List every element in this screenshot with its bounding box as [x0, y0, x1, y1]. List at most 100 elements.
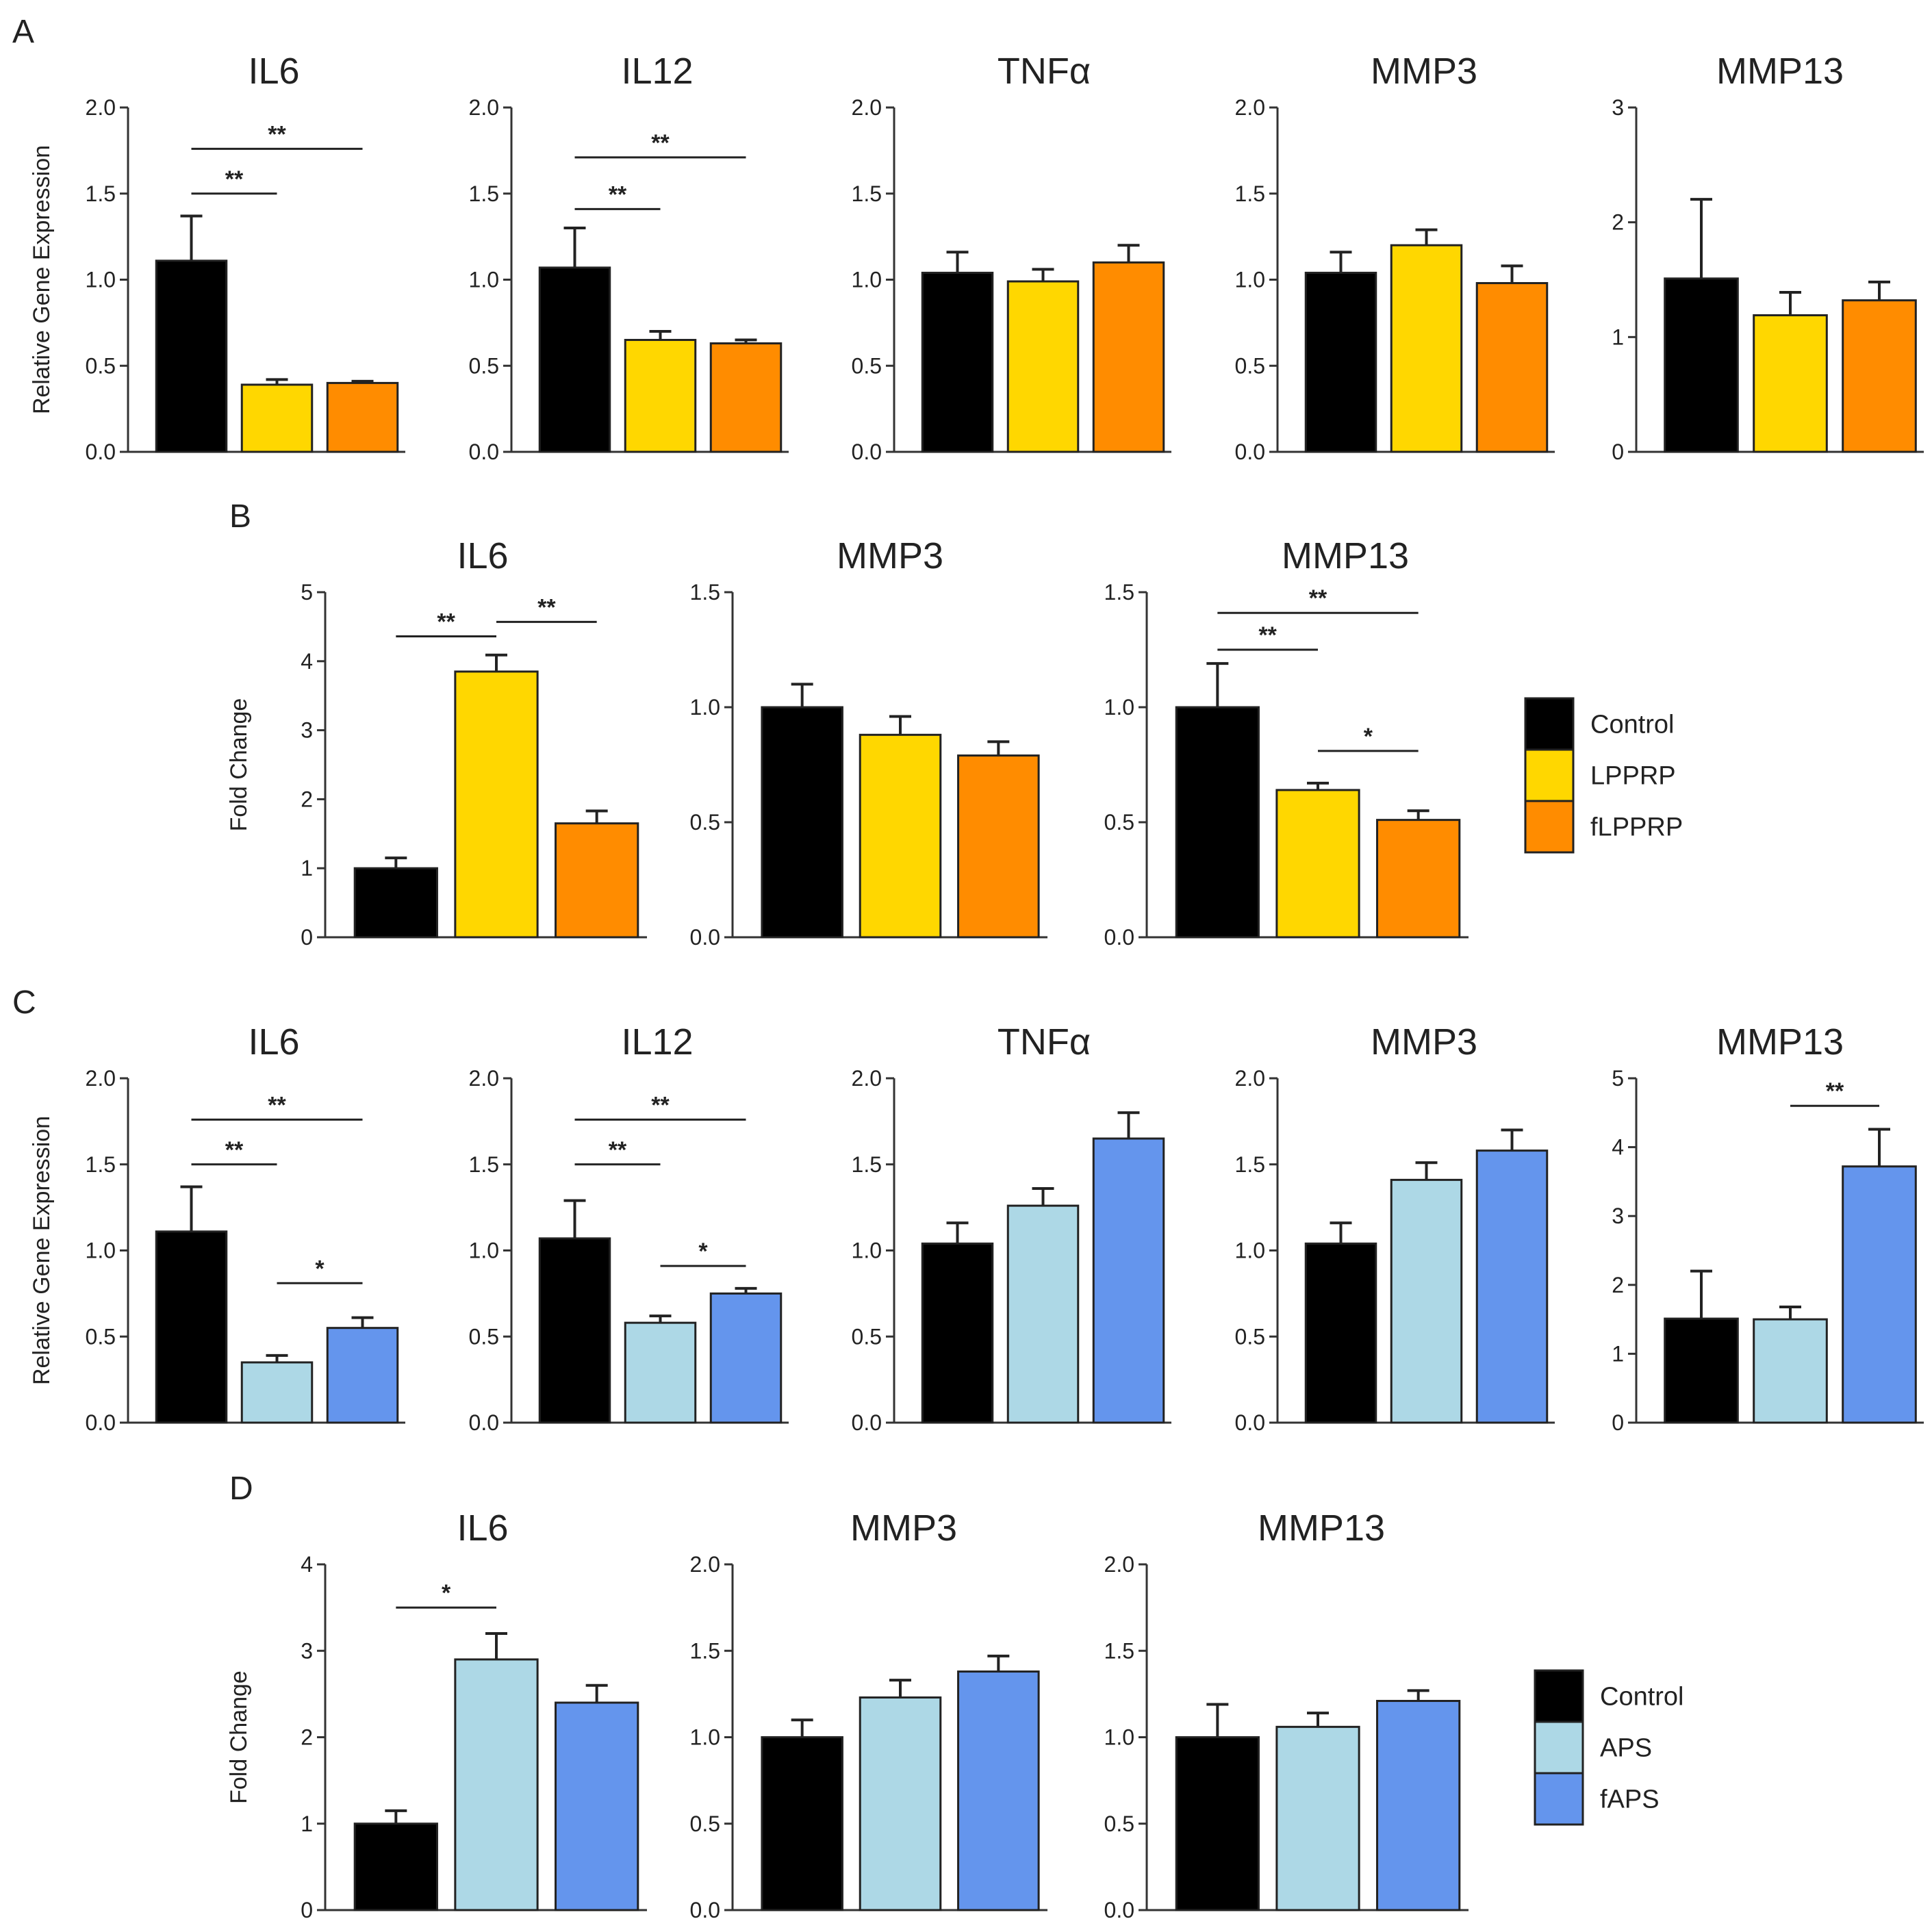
y-tick-label: 2.0: [469, 1066, 499, 1091]
y-tick-label: 2.0: [86, 1066, 116, 1091]
significance-label: **: [537, 594, 556, 620]
bar-flpprp: [1092, 261, 1165, 453]
y-tick-label: 3: [301, 1638, 313, 1663]
chart-C-il6: IL6 0.0 0.5 1.0 1.5 2.0 Relative Gene Expressi…: [29, 1021, 405, 1435]
legend-label-lpprp: LPPRP: [1590, 762, 1676, 791]
bar-control: [1304, 1242, 1377, 1424]
y-tick-label: 1: [301, 1812, 313, 1836]
chart-title: MMP3: [1371, 51, 1477, 92]
significance-label: **: [1826, 1078, 1844, 1104]
chart-D-mmp3: MMP3 0.0 0.5 1.0 1.5 2.0: [690, 1508, 1047, 1922]
y-tick-label: 0.0: [852, 1410, 882, 1435]
y-tick-label: 0.5: [469, 1324, 499, 1349]
chart-title: MMP13: [1716, 51, 1844, 92]
chart-B-il6: IL6 0 1 2 3 4 5 Fold Change ** **: [226, 535, 647, 950]
legend-swatch-faps: [1534, 1772, 1584, 1826]
chart-D-mmp13: MMP13 0.0 0.5 1.0 1.5 2.0: [1104, 1508, 1469, 1922]
bar-aps: [1753, 1318, 1828, 1424]
y-tick-label: 4: [301, 1552, 313, 1577]
bar-flpprp: [957, 754, 1040, 939]
y-tick-label: 0.5: [690, 1812, 720, 1836]
bar-aps: [1275, 1725, 1360, 1911]
y-axis-label: Fold Change: [226, 1670, 252, 1804]
y-tick-label: 1.5: [86, 1152, 116, 1177]
y-tick-label: 0.5: [1235, 1324, 1265, 1349]
legend-1: Control LPPRP fLPPRP: [1524, 697, 1683, 854]
y-tick-label: 0.0: [86, 440, 116, 464]
y-tick-label: 2: [301, 1725, 313, 1750]
y-tick-label: 0.0: [852, 440, 882, 464]
significance-label: *: [698, 1238, 708, 1264]
y-tick-label: 5: [301, 580, 313, 605]
legend-2: Control APS fAPS: [1534, 1669, 1684, 1826]
significance-label: **: [225, 1137, 244, 1163]
panel-label-a: A: [12, 14, 34, 50]
y-tick-label: 1.5: [690, 580, 720, 605]
y-axis-label: Relative Gene Expression: [29, 1116, 55, 1385]
bar-lpprp: [454, 670, 539, 939]
y-tick-label: 2.0: [1235, 1066, 1265, 1091]
bar-aps: [1006, 1204, 1080, 1424]
y-tick-label: 1.0: [1104, 1725, 1134, 1750]
bar-lpprp: [859, 733, 942, 939]
significance-label: **: [225, 166, 244, 192]
y-tick-label: 1.0: [690, 1725, 720, 1750]
legend-label-control: Control: [1590, 711, 1675, 739]
significance-label: **: [1258, 622, 1277, 648]
legend-label-faps: fAPS: [1600, 1785, 1660, 1814]
chart-title: MMP3: [1371, 1021, 1477, 1063]
y-tick-label: 1.5: [1104, 1638, 1134, 1663]
y-tick-label: 2: [1612, 210, 1624, 235]
y-tick-label: 1.5: [690, 1638, 720, 1663]
y-tick-label: 2.0: [1235, 95, 1265, 120]
y-tick-label: 2.0: [852, 95, 882, 120]
y-tick-label: 0.5: [86, 1324, 116, 1349]
bar-faps: [326, 1327, 399, 1424]
bar-flpprp: [555, 822, 639, 939]
bar-lpprp: [1275, 789, 1360, 939]
bar-control: [1664, 277, 1739, 453]
y-tick-label: 1.0: [852, 1238, 882, 1263]
y-tick-label: 1.0: [1235, 268, 1265, 292]
legend-swatch-aps: [1534, 1720, 1584, 1775]
y-tick-label: 1: [1612, 325, 1624, 349]
bar-control: [1175, 1736, 1260, 1911]
bar-faps: [1376, 1699, 1461, 1911]
chart-A-il12: IL12 0.0 0.5 1.0 1.5 2.0 ** **: [469, 51, 789, 464]
y-tick-label: 0: [301, 925, 313, 950]
chart-title: TNFα: [997, 51, 1091, 92]
y-tick-label: 0.5: [852, 1324, 882, 1349]
bar-faps: [1475, 1149, 1549, 1424]
y-tick-label: 1.5: [86, 181, 116, 206]
y-tick-label: 1.5: [1104, 580, 1134, 605]
significance-label: *: [315, 1256, 325, 1282]
chart-A-mmp13: MMP13 0 1 2 3: [1612, 51, 1924, 464]
significance-label: **: [609, 1137, 627, 1163]
y-tick-label: 0.5: [86, 353, 116, 378]
significance-label: *: [442, 1580, 451, 1606]
y-tick-label: 1.0: [690, 695, 720, 720]
y-tick-label: 0.5: [1235, 353, 1265, 378]
panel-label-c: C: [12, 984, 36, 1021]
bar-control: [353, 1822, 438, 1911]
y-tick-label: 0.0: [469, 440, 499, 464]
bar-lpprp: [624, 339, 697, 453]
y-tick-label: 2: [301, 787, 313, 811]
significance-label: **: [609, 181, 627, 207]
chart-title: TNFα: [997, 1021, 1091, 1063]
bar-lpprp: [1753, 314, 1828, 453]
bar-aps: [624, 1321, 697, 1424]
bar-faps: [709, 1292, 783, 1424]
y-tick-label: 1.0: [1235, 1238, 1265, 1263]
bar-flpprp: [1475, 282, 1549, 453]
bar-faps: [555, 1701, 639, 1911]
legend-swatch-control: [1524, 697, 1575, 751]
chart-title: MMP13: [1716, 1021, 1844, 1063]
significance-label: **: [268, 1092, 286, 1118]
chart-title: IL6: [248, 51, 299, 92]
y-tick-label: 1.5: [1235, 1152, 1265, 1177]
y-tick-label: 1: [1612, 1341, 1624, 1366]
y-tick-label: 0.5: [1104, 810, 1134, 835]
